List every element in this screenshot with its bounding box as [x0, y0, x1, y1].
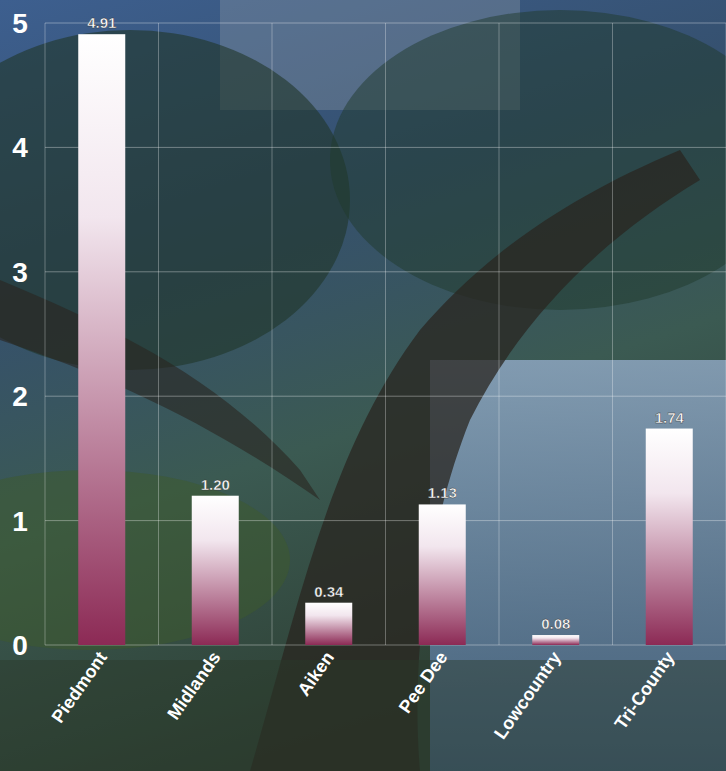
- x-tick-label: Piedmont: [48, 648, 111, 727]
- data-label: 0.08: [541, 615, 570, 632]
- bar: [646, 429, 693, 645]
- bar: [305, 603, 352, 645]
- data-label: 1.13: [428, 484, 457, 501]
- x-tick-label: Midlands: [163, 648, 224, 723]
- chart: 4.91 Piedmont 1.20 Midlands 0.34 Aiken 1.13 Pee…: [0, 0, 726, 771]
- data-label: 1.74: [655, 409, 685, 426]
- background-grass: [0, 470, 290, 650]
- labels: 4.91 Piedmont 1.20 Midlands 0.34 Aiken 1.13 Pee…: [12, 8, 684, 743]
- y-tick-label: 4: [12, 132, 28, 163]
- bar: [419, 504, 466, 645]
- y-tick-label: 2: [12, 381, 28, 412]
- y-tick-label: 1: [12, 506, 28, 537]
- bar: [78, 34, 125, 645]
- grid-line-vertical: [158, 23, 159, 645]
- y-tick-label: 0: [12, 630, 28, 661]
- x-tick-label: Aiken: [294, 648, 339, 700]
- grid-line-vertical: [612, 23, 613, 645]
- y-tick-label: 5: [12, 8, 28, 39]
- x-tick-label: Tri-County: [611, 648, 679, 733]
- bars: [78, 34, 693, 645]
- x-tick-label: Lowcountry: [490, 648, 565, 743]
- grid-line-vertical: [385, 23, 386, 645]
- y-tick-label: 3: [12, 257, 28, 288]
- grid-line-vertical: [499, 23, 500, 645]
- data-label: 4.91: [87, 14, 116, 31]
- background: [0, 0, 726, 771]
- grid-line-vertical: [272, 23, 273, 645]
- grid: [45, 23, 726, 645]
- data-label: 1.20: [201, 476, 230, 493]
- chart-svg: 4.91 Piedmont 1.20 Midlands 0.34 Aiken 1.13 Pee…: [0, 0, 726, 771]
- grid-line-vertical: [45, 23, 46, 645]
- bar: [192, 496, 239, 645]
- x-tick-label: Pee Dee: [395, 648, 452, 717]
- data-label: 0.34: [314, 583, 344, 600]
- bar: [532, 635, 579, 645]
